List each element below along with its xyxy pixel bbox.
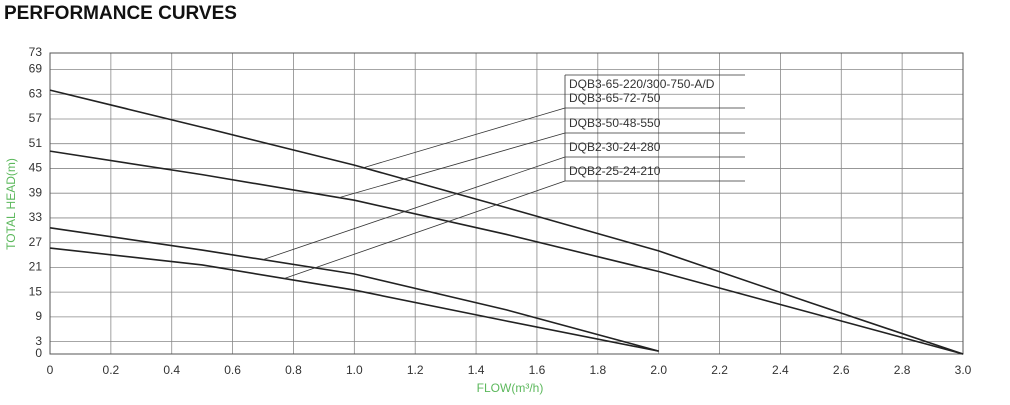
x-tick-label: 2.4 bbox=[772, 363, 789, 377]
legend-label: DQB2-25-24-210 bbox=[569, 164, 661, 178]
x-tick-label: 0.4 bbox=[163, 363, 180, 377]
y-axis-label: TOTAL HEAD(m) bbox=[4, 158, 18, 250]
x-tick-label: 0 bbox=[47, 363, 54, 377]
y-tick-label: 15 bbox=[29, 284, 43, 298]
legend-label: DQB3-50-48-550 bbox=[569, 116, 661, 130]
curve bbox=[49, 227, 659, 352]
y-tick-label: 45 bbox=[29, 161, 43, 175]
x-tick-label: 3.0 bbox=[955, 363, 972, 377]
x-tick-label: 1.0 bbox=[346, 363, 363, 377]
y-tick-label: 73 bbox=[29, 45, 43, 59]
legend-label: DQB2-30-24-280 bbox=[569, 140, 661, 154]
x-tick-label: 2.0 bbox=[650, 363, 667, 377]
x-tick-label: 2.2 bbox=[711, 363, 728, 377]
y-tick-label: 9 bbox=[35, 309, 42, 323]
y-tick-label: 51 bbox=[29, 136, 43, 150]
curve bbox=[49, 150, 964, 355]
legend-title: DQB3-65-220/300-750-A/D bbox=[569, 77, 715, 91]
y-tick-label: 63 bbox=[29, 86, 43, 100]
x-tick-label: 2.8 bbox=[894, 363, 911, 377]
y-tick-label: 21 bbox=[29, 260, 43, 274]
y-tick-label: 69 bbox=[29, 62, 43, 76]
x-tick-label: 2.6 bbox=[833, 363, 850, 377]
x-tick-label: 1.4 bbox=[468, 363, 485, 377]
x-tick-label: 0.6 bbox=[224, 363, 241, 377]
y-tick-label: 57 bbox=[29, 111, 43, 125]
y-tick-label: 3 bbox=[35, 334, 42, 348]
y-tick-label: 39 bbox=[29, 185, 43, 199]
curve bbox=[49, 247, 659, 352]
x-tick-label: 1.6 bbox=[529, 363, 546, 377]
y-tick-label: 33 bbox=[29, 210, 43, 224]
x-tick-label: 1.2 bbox=[407, 363, 424, 377]
chart-title: PERFORMANCE CURVES bbox=[4, 3, 237, 24]
x-tick-label: 0.8 bbox=[285, 363, 302, 377]
x-tick-label: 0.2 bbox=[103, 363, 120, 377]
x-axis-label: FLOW(m³/h) bbox=[477, 381, 544, 395]
y-tick-label: 0 bbox=[35, 346, 42, 360]
legend-label: DQB3-65-72-750 bbox=[569, 91, 661, 105]
y-tick-label: 27 bbox=[29, 235, 43, 249]
leader-line bbox=[363, 107, 566, 169]
leader-line bbox=[262, 156, 566, 261]
leader-line bbox=[339, 132, 566, 199]
plot-frame bbox=[49, 52, 964, 355]
leader-line bbox=[284, 180, 566, 279]
curve bbox=[49, 89, 964, 355]
x-tick-label: 1.8 bbox=[589, 363, 606, 377]
